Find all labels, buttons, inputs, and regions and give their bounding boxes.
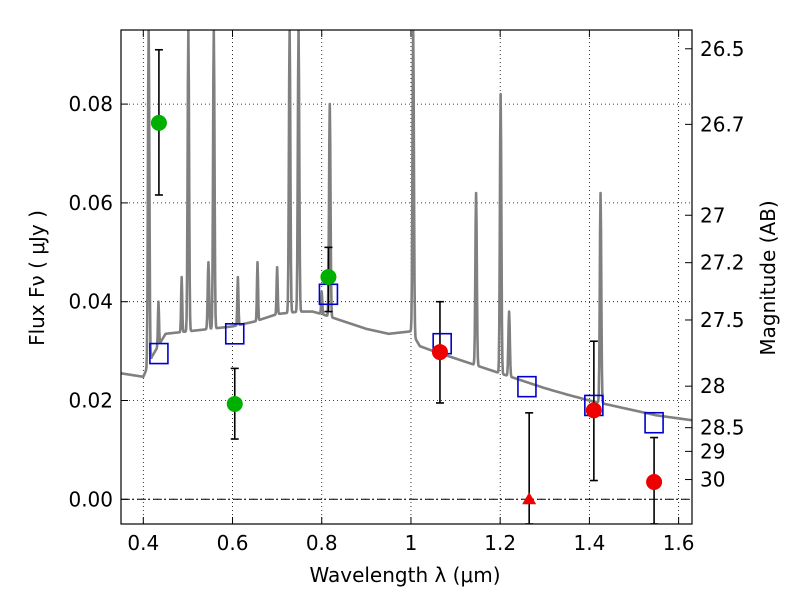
x-axis-label: Wavelength λ (μm) <box>309 563 500 587</box>
x-tick-label: 1.4 <box>573 531 605 555</box>
plot-frame <box>120 29 693 525</box>
observed-points <box>150 114 663 505</box>
y-tick-label: 0.04 <box>68 290 113 314</box>
right-tick-label: 26.7 <box>700 112 745 136</box>
observed-point-red <box>646 474 663 491</box>
observed-point-green <box>150 114 167 131</box>
x-tick-label: 0.8 <box>306 531 338 555</box>
right-tick-label: 30 <box>700 468 725 492</box>
observed-point-triangle <box>522 492 537 505</box>
observed-point-red <box>431 344 448 361</box>
right-tick-label: 28.5 <box>700 416 745 440</box>
right-tick-label: 26.5 <box>700 37 745 61</box>
y-tick-label: 0.02 <box>68 389 113 413</box>
error-bars <box>154 48 659 524</box>
x-tick-label: 1.2 <box>484 531 516 555</box>
y-axis-label: Flux Fν ( μJy ) <box>25 210 49 346</box>
model-spectrum-line <box>121 30 692 422</box>
x-tick-label: 1.6 <box>663 531 695 555</box>
right-tick-label: 29 <box>700 439 725 463</box>
x-tick-label: 0.4 <box>127 531 159 555</box>
right-axis-ticks: 26.5 26.7 27 27.2 27.5 28 28.529 30 <box>685 37 745 492</box>
model-photometry-square <box>644 411 664 434</box>
plot-contents <box>121 30 692 524</box>
observed-point-red <box>585 402 602 419</box>
y-axis-ticks: 0.00 0.02 0.04 0.06 0.08 <box>68 92 128 511</box>
right-tick-label: 27.2 <box>700 251 745 275</box>
x-tick-label: 0.6 <box>217 531 249 555</box>
y-tick-label: 0.08 <box>68 92 113 116</box>
right-tick-label: 27 <box>700 203 725 227</box>
observed-point-green <box>320 269 337 285</box>
model-photometry-square <box>517 375 537 398</box>
model-photometry-square <box>224 323 245 345</box>
observed-point-green <box>226 395 243 412</box>
y-tick-label: 0.00 <box>68 487 113 511</box>
x-axis-ticks: 0.4 0.6 0.8 1 1.2 1.4 1.6 <box>127 30 695 555</box>
right-tick-label: 27.5 <box>700 308 745 332</box>
right-tick-label: 28 <box>700 374 725 398</box>
y-tick-label: 0.06 <box>68 191 113 215</box>
right-axis-label: Magnitude (AB) <box>756 200 780 355</box>
x-tick-label: 1 <box>405 531 418 555</box>
model-photometry-square <box>149 342 169 365</box>
